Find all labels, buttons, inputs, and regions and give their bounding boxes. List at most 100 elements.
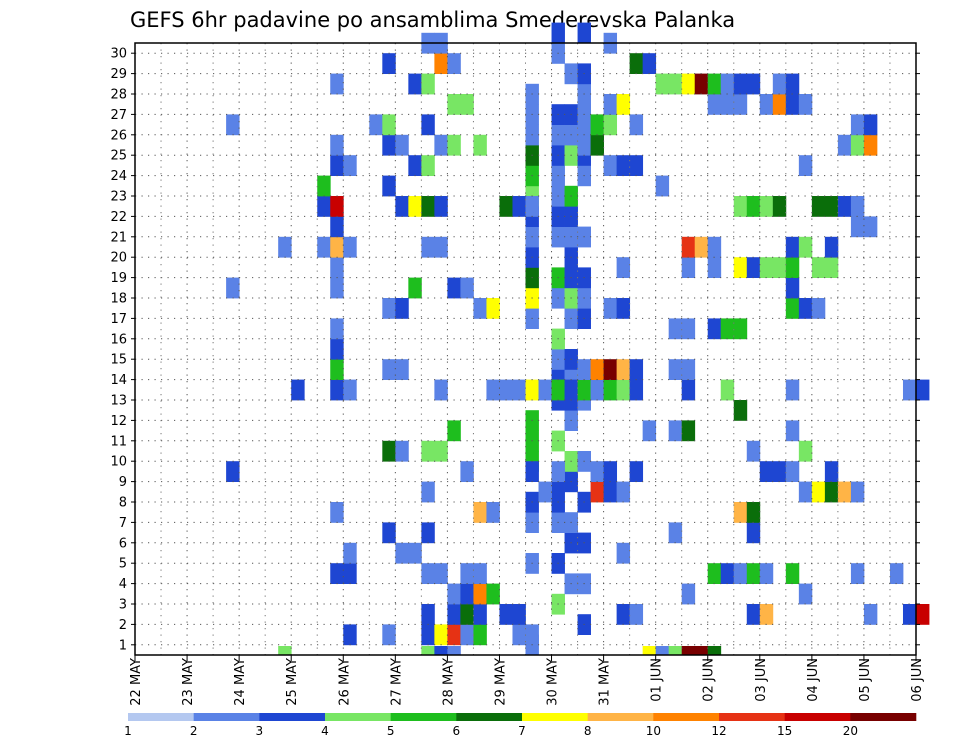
heatmap-cell [460, 461, 474, 482]
heatmap-cell [434, 236, 448, 258]
heatmap-cell [798, 298, 813, 319]
heatmap-cell [811, 196, 826, 217]
heatmap-cell [655, 175, 670, 197]
heatmap-cell [421, 196, 435, 217]
heatmap-cell [330, 318, 344, 340]
x-tick-label: 02 JUN [702, 658, 717, 702]
heatmap-cell [590, 114, 604, 136]
heatmap-cell [421, 481, 435, 503]
heatmap-cell [746, 522, 761, 544]
heatmap-cell [720, 94, 735, 115]
heatmap-cell [486, 502, 500, 523]
heatmap-cell [837, 196, 852, 217]
heatmap-cell [785, 277, 800, 299]
heatmap-cell [486, 583, 500, 605]
heatmap-cell [473, 604, 487, 625]
heatmap-cell [668, 318, 683, 340]
y-tick-label: 7 [119, 516, 127, 531]
heatmap-cell [330, 277, 344, 299]
y-tick-label: 28 [110, 88, 127, 103]
heatmap-cell [616, 155, 631, 176]
heatmap-cell [733, 94, 748, 115]
heatmap-cell [226, 461, 240, 482]
heatmap-cell [395, 359, 409, 380]
heatmap-cell [473, 563, 487, 584]
heatmap-cell [460, 277, 474, 299]
heatmap-cell [707, 646, 722, 655]
heatmap-cell [824, 461, 839, 482]
heatmap-cell [603, 379, 618, 401]
heatmap-cell [330, 196, 344, 217]
heatmap-cell [382, 53, 396, 74]
heatmap-cell [512, 604, 526, 625]
heatmap-cell [824, 257, 839, 278]
heatmap-cell [447, 624, 461, 646]
heatmap-cell [629, 604, 644, 625]
heatmap-cell [902, 379, 917, 401]
legend-swatch [456, 713, 523, 721]
heatmap-cell [772, 73, 787, 95]
y-tick-label: 12 [110, 414, 127, 429]
heatmap-cell [642, 53, 657, 74]
heatmap-cell [330, 236, 344, 258]
heatmap-cell [798, 583, 813, 605]
heatmap-cell [655, 73, 670, 95]
heatmap-cell [408, 73, 422, 95]
heatmap-cell [395, 440, 409, 462]
heatmap-cell [655, 646, 670, 655]
heatmap-cell [759, 257, 774, 278]
heatmap-cell [681, 73, 696, 95]
legend-swatch [128, 713, 194, 721]
heatmap-cell [733, 400, 748, 421]
x-tick-label: 03 JUN [754, 658, 769, 702]
x-tick-label: 27 MAY [389, 658, 404, 706]
legend-label: 12 [711, 724, 726, 738]
heatmap-cell [772, 461, 787, 482]
heatmap-cell [525, 196, 539, 217]
heatmap-cell [863, 134, 878, 156]
legend-label: 4 [321, 724, 329, 738]
heatmap-cell [707, 94, 722, 115]
heatmap-cell [590, 359, 604, 380]
heatmap-cell [811, 298, 826, 319]
heatmap-cell [590, 379, 604, 401]
heatmap-cell [343, 155, 357, 176]
heatmap-cell [785, 73, 800, 95]
y-tick-label: 23 [110, 190, 127, 205]
heatmap-cell [278, 646, 292, 655]
y-tick-label: 24 [110, 169, 127, 184]
heatmap-cell [902, 604, 917, 625]
heatmap-cell [421, 624, 435, 646]
heatmap-cell [395, 134, 409, 156]
heatmap-cell [720, 73, 735, 95]
heatmap-cell [629, 359, 644, 380]
heatmap-cell [317, 175, 331, 197]
legend-label: 20 [843, 724, 858, 738]
heatmap-cell [395, 298, 409, 319]
heatmap-cell [629, 379, 644, 401]
heatmap-cell [590, 481, 604, 503]
heatmap-cell [681, 318, 696, 340]
heatmap-cell [590, 461, 604, 482]
heatmap-cell [785, 379, 800, 401]
heatmap-cell [447, 53, 461, 74]
y-tick-label: 15 [110, 353, 127, 368]
heatmap-cell [408, 155, 422, 176]
heatmap-cell [616, 359, 631, 380]
heatmap-cell [226, 277, 240, 299]
heatmap-cell [382, 440, 396, 462]
y-tick-label: 5 [119, 557, 127, 572]
heatmap-cell [759, 94, 774, 115]
heatmap-cell [369, 114, 383, 136]
legend-label: 2 [190, 724, 198, 738]
heatmap-cell [525, 461, 539, 482]
heatmap-cell [434, 646, 448, 655]
heatmap-cell [330, 502, 344, 523]
x-tick-label: 23 MAY [181, 658, 196, 706]
heatmap-cell [447, 420, 461, 442]
x-tick-label: 06 JUN [910, 658, 925, 702]
heatmap-cell [382, 298, 396, 319]
heatmap-cell [616, 257, 631, 278]
legend-label: 15 [777, 724, 792, 738]
heatmap-cell [733, 318, 748, 340]
